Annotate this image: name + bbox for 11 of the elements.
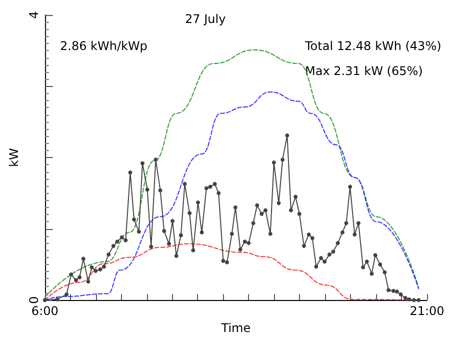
y-tick-label: 4 [26, 11, 41, 19]
x-tick-label: 21:00 [410, 304, 444, 318]
annotation: 2.86 kWh/kWp [60, 39, 148, 53]
annotation: Max 2.31 kW (65%) [305, 64, 423, 78]
x-axis-title: Time [220, 321, 251, 335]
x-tick-label: 6:00 [31, 304, 58, 318]
annotation: Total 12.48 kWh (43%) [304, 39, 442, 53]
y-axis-title: kW [7, 148, 21, 167]
y-tick-label: 0 [26, 296, 41, 304]
line-series [44, 91, 420, 301]
chart-title: 27 July [185, 12, 226, 26]
